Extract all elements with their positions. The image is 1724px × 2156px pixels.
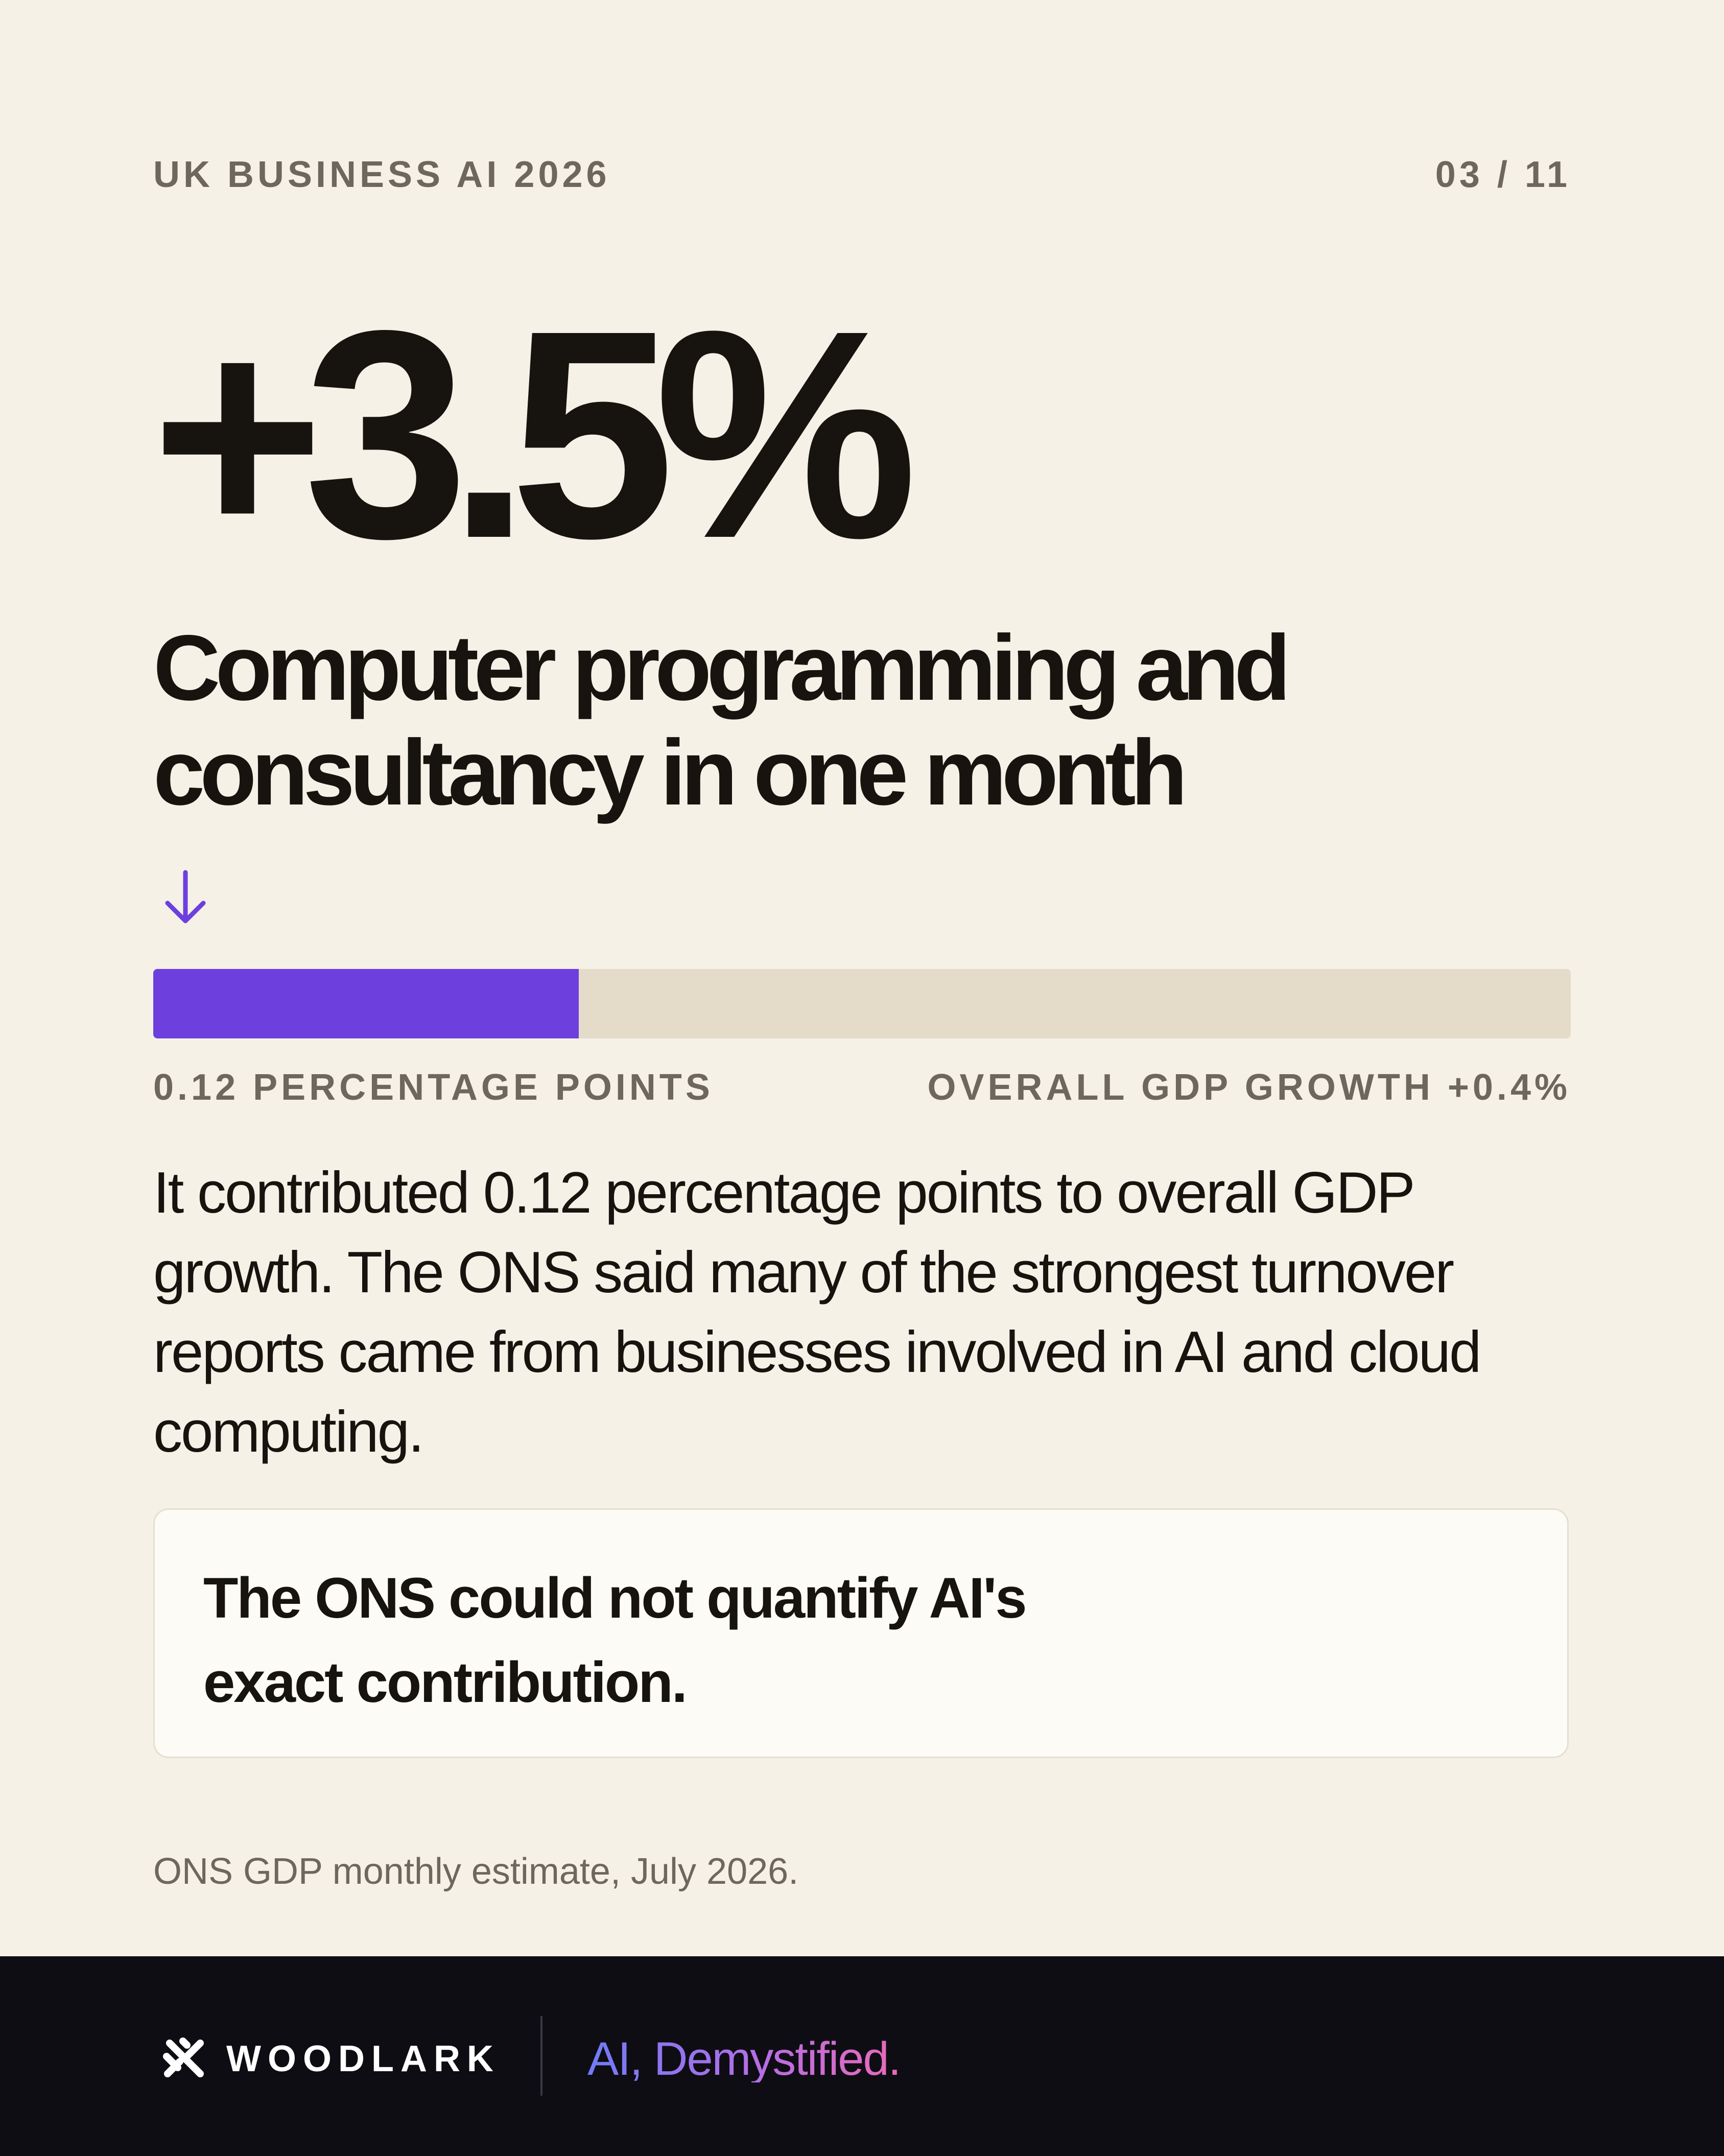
footer-bar: WOODLARK AI, Demystified. [0, 1956, 1724, 2156]
stat-headline: Computer programming and consultancy in … [153, 615, 1291, 824]
callout-text: The ONS could not quantify AI's exact co… [203, 1566, 1027, 1714]
series-title: UK BUSINESS AI 2026 [153, 154, 610, 195]
contribution-progress-bar [153, 969, 1571, 1038]
contribution-progress-fill [153, 969, 579, 1038]
progress-left-label: 0.12 PERCENTAGE POINTS [153, 1067, 714, 1108]
footer-divider [540, 2016, 542, 2096]
body-paragraph: It contributed 0.12 percentage points to… [153, 1160, 1481, 1464]
brand-tagline: AI, Demystified. [587, 2033, 901, 2085]
callout-card: The ONS could not quantify AI's exact co… [153, 1508, 1569, 1758]
arrow-down-icon [165, 870, 206, 923]
progress-right-label: OVERALL GDP GROWTH +0.4% [927, 1067, 1571, 1108]
brand-name: WOODLARK [226, 2039, 500, 2079]
woodlark-logo-icon [163, 2037, 204, 2077]
stat-value: +3.5% [151, 269, 918, 600]
page-indicator: 03 / 11 [1435, 154, 1571, 195]
source-note: ONS GDP monthly estimate, July 2026. [153, 1851, 799, 1892]
